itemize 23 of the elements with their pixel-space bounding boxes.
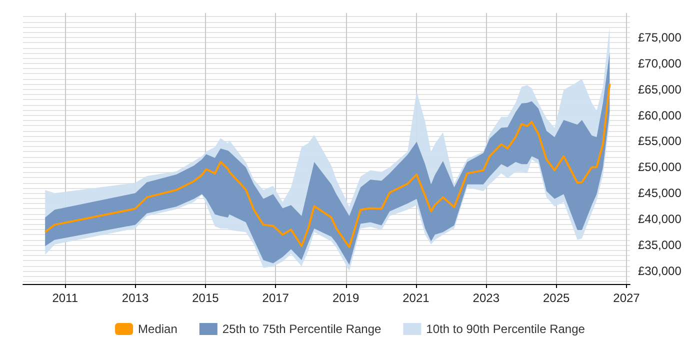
y-tick-label: £45,000 xyxy=(638,186,682,200)
x-tick-label: 2027 xyxy=(613,291,640,305)
x-tick-label: 2013 xyxy=(122,291,149,305)
y-tick-label: £40,000 xyxy=(638,212,682,226)
legend-label: Median xyxy=(138,322,178,336)
y-tick-label: £65,000 xyxy=(638,82,682,96)
y-tick-label: £55,000 xyxy=(638,134,682,148)
y-tick-label: £35,000 xyxy=(638,238,682,252)
legend-label: 10th to 90th Percentile Range xyxy=(426,322,586,336)
x-tick-label: 2017 xyxy=(262,291,290,305)
x-tick-label: 2011 xyxy=(52,291,78,305)
x-tick-label: 2025 xyxy=(542,291,570,305)
x-tick-label: 2021 xyxy=(402,291,430,305)
x-tick-label: 2019 xyxy=(332,291,360,305)
y-tick-label: £30,000 xyxy=(638,264,682,278)
y-tick-label: £75,000 xyxy=(638,30,682,44)
x-tick-label: 2015 xyxy=(192,291,220,305)
y-tick-label: £70,000 xyxy=(638,56,682,70)
x-tick-label: 2023 xyxy=(472,291,500,305)
legend-label: 25th to 75th Percentile Range xyxy=(222,322,382,336)
y-tick-label: £60,000 xyxy=(638,108,682,122)
y-tick-label: £50,000 xyxy=(638,160,682,174)
line-series xyxy=(44,82,611,248)
